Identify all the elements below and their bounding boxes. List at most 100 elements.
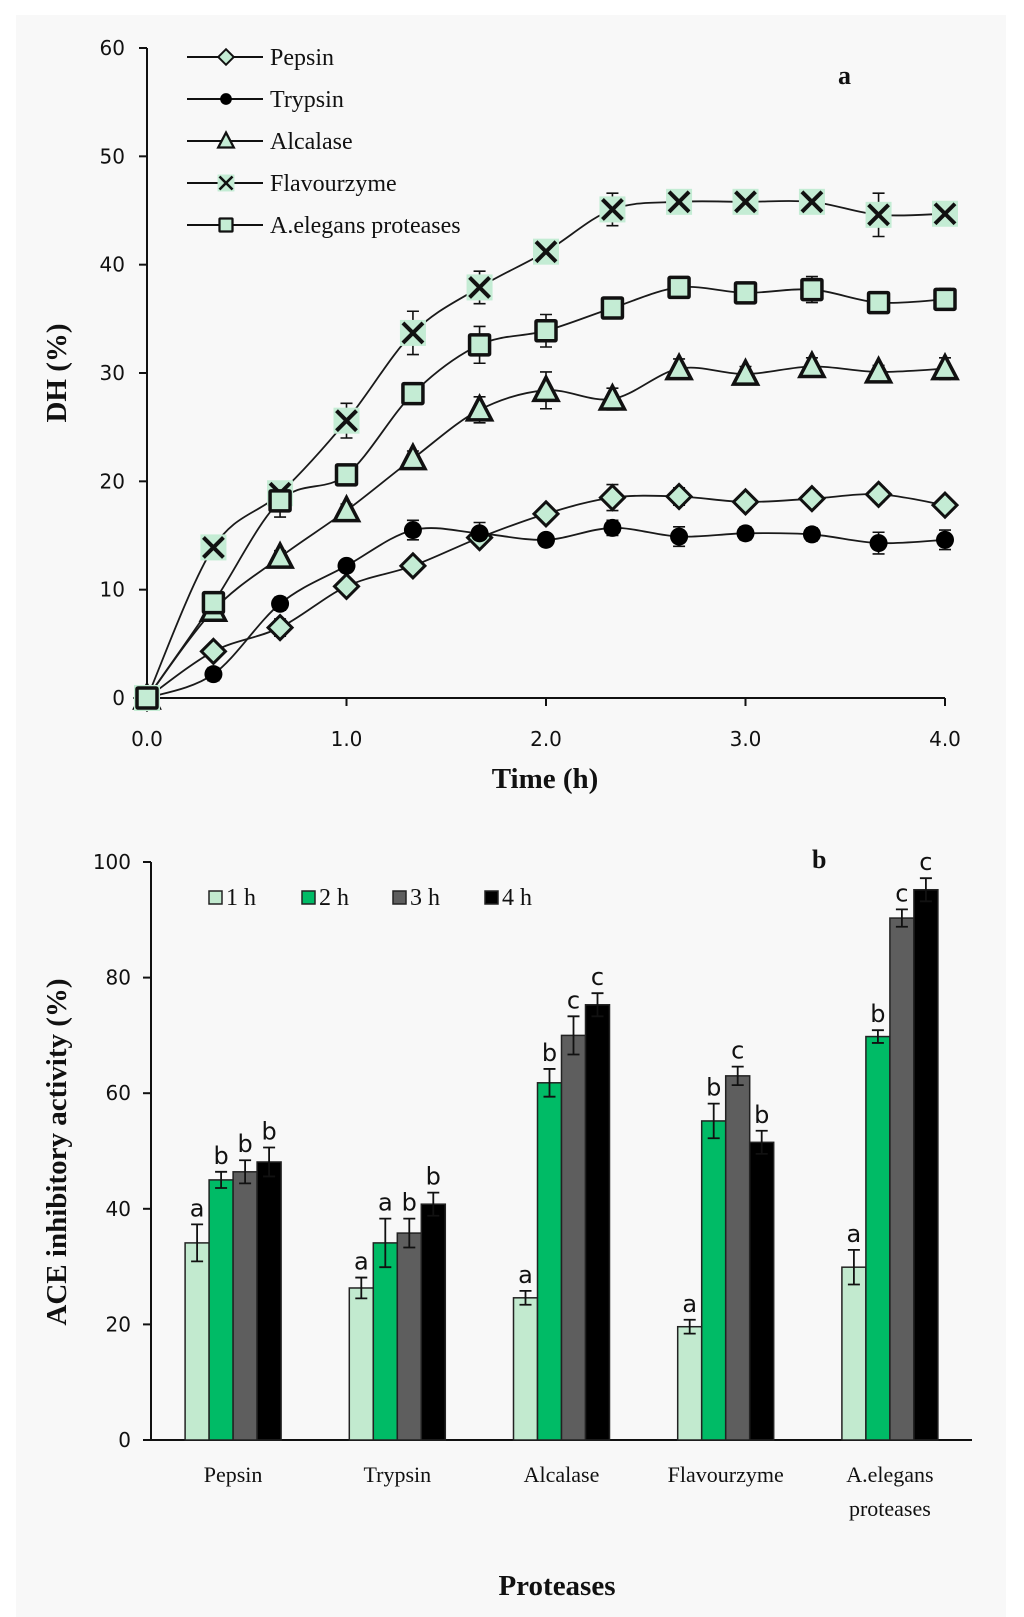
significance-letter: b (426, 1163, 441, 1191)
chart-a-dh-over-time: 0 10 20 30 40 50 60 0.0 1.0 2.0 3.0 4.0 Pepsin Tryps… (41, 36, 961, 795)
chart-a-legend: Pepsin Trypsin Alcalase Flavourzyme A.elegan… (187, 45, 461, 239)
chart-a-y-tick-label: 60 (100, 36, 125, 60)
chart-b-legend: 1 h 2 h 3 h 4 h (208, 885, 532, 911)
data-point-pepsin (930, 491, 960, 520)
legend-label: 1 h (226, 885, 256, 911)
chart-a-y-tick-label: 0 (112, 686, 125, 710)
error-bar-3h (895, 908, 908, 928)
data-point-a-elegans-proteases (268, 489, 292, 513)
data-point-alcalase (730, 357, 761, 386)
category-label: A.elegans (846, 1462, 933, 1487)
chart-a-markers (132, 188, 960, 713)
error-bar-2h (379, 1217, 392, 1269)
significance-letter: b (706, 1074, 721, 1102)
significance-letter: c (895, 879, 908, 907)
chart-a-y-axis-title: DH (%) (41, 323, 73, 422)
data-point-trypsin (337, 556, 356, 575)
data-point-alcalase (664, 351, 694, 381)
x-marker-stroke (667, 190, 691, 214)
chart-b-y-tick-label: 40 (106, 1197, 131, 1221)
significance-letter: a (354, 1248, 369, 1276)
data-point-alcalase (331, 493, 362, 523)
error-bar-4h (755, 1129, 768, 1155)
chart-a-panel-letter: a (838, 61, 851, 90)
chart-b-category-labels: Pepsin Trypsin Alcalase Flavourzyme A.elegan… (204, 1462, 934, 1521)
data-point-a-elegans-proteases (334, 463, 359, 487)
x-marker-stroke (202, 536, 225, 559)
data-point-flavourzyme (865, 201, 892, 228)
data-point-pepsin (797, 484, 827, 513)
data-point-flavourzyme (399, 319, 426, 346)
data-point-alcalase (597, 382, 628, 411)
data-point-flavourzyme (599, 196, 626, 223)
significance-letter: b (754, 1101, 769, 1129)
legend-marker (220, 93, 232, 105)
significance-letter: a (190, 1194, 205, 1222)
x-marker-stroke (468, 276, 491, 299)
bar-4h (913, 888, 939, 1441)
significance-letter: b (213, 1142, 228, 1170)
chart-a-y-tick-label: 40 (100, 253, 125, 277)
legend-swatch (208, 890, 223, 905)
legend-item-1h: 1 h (208, 885, 256, 911)
chart-a-y-tick-label: 30 (100, 361, 125, 385)
legend-label: 2 h (319, 885, 349, 911)
legend-marker (216, 130, 236, 149)
significance-letter: a (682, 1290, 697, 1318)
data-point-flavourzyme (200, 534, 227, 561)
bar-4h (748, 1141, 775, 1441)
data-point-pepsin (664, 482, 694, 511)
legend-label: Pepsin (270, 45, 334, 71)
chart-b-y-tick-label: 60 (106, 1081, 131, 1105)
data-point-trypsin (537, 530, 555, 549)
significance-letter: c (591, 963, 604, 991)
significance-letter: b (870, 1000, 885, 1028)
data-point-a-elegans-proteases (534, 319, 558, 343)
data-point-a-elegans-proteases (933, 287, 957, 312)
error-bar-3h (403, 1217, 416, 1249)
legend-circle-icon (220, 93, 232, 105)
significance-letter: a (378, 1189, 393, 1217)
legend-item-3h: 3 h (392, 885, 440, 911)
category-label: Pepsin (204, 1462, 263, 1487)
chart-a-x-tick-label: 1.0 (331, 727, 363, 751)
bar-2h (700, 1120, 727, 1441)
error-bar-4h (591, 992, 604, 1018)
x-marker-stroke (335, 409, 358, 433)
legend-label: Trypsin (270, 87, 344, 113)
chart-b-y-tick-label: 100 (93, 850, 131, 874)
legend-marker (217, 174, 235, 192)
data-point-pepsin (731, 487, 760, 517)
data-point-pepsin (265, 613, 295, 642)
chart-b-error-bars (191, 877, 932, 1335)
bar-4h (420, 1203, 447, 1441)
data-point-alcalase (797, 349, 827, 379)
data-point-alcalase (265, 540, 295, 569)
category-label: Trypsin (363, 1462, 431, 1487)
error-bar-1h (519, 1289, 532, 1306)
chart-a-axes: 0 10 20 30 40 50 60 0.0 1.0 2.0 3.0 4.0 (100, 36, 961, 751)
data-point-trypsin (736, 524, 755, 543)
data-point-alcalase (863, 355, 894, 384)
data-point-flavourzyme (533, 238, 559, 265)
legend-swatch (484, 890, 499, 905)
bar-4h (256, 1161, 282, 1441)
data-point-a-elegans-proteases (866, 290, 891, 315)
error-bar-3h (731, 1065, 744, 1087)
data-point-pepsin (864, 480, 893, 509)
bar-4h (584, 1004, 611, 1441)
bar-1h (841, 1266, 867, 1441)
chart-b-panel-letter: b (812, 845, 826, 874)
data-point-flavourzyme (333, 407, 360, 434)
data-point-alcalase (398, 441, 428, 471)
data-point-a-elegans-proteases (401, 381, 425, 406)
data-point-a-elegans-proteases (800, 277, 824, 302)
data-point-pepsin (332, 572, 361, 601)
legend-x-icon (217, 174, 235, 192)
bar-1h (512, 1297, 539, 1441)
bar-1h (676, 1325, 703, 1441)
bar-3h (232, 1171, 258, 1441)
bar-2h (865, 1035, 891, 1441)
error-bar-1h (683, 1318, 696, 1335)
x-marker-stroke (867, 203, 890, 227)
